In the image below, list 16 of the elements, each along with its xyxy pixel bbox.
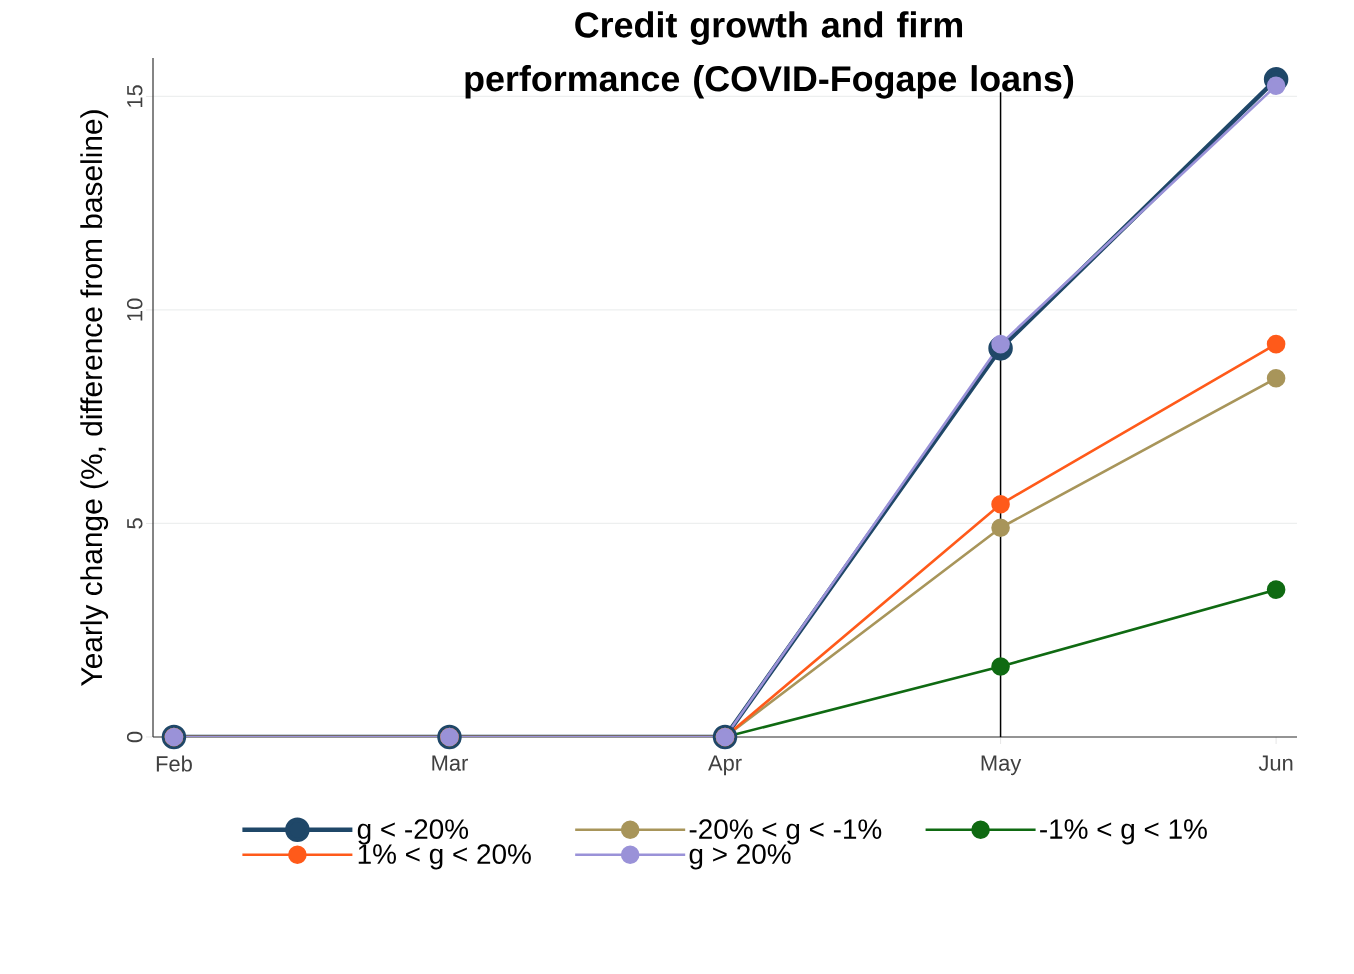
- legend-label: -20% < g < -1%: [689, 819, 882, 845]
- y-axis-title: Yearly change (%, difference from baseline): [80, 110, 109, 686]
- legend-label: g > 20%: [689, 844, 791, 870]
- x-tick-label: Mar: [432, 755, 468, 771]
- y-tick-label: 10: [126, 298, 143, 321]
- y-tick-label: 15: [127, 85, 143, 107]
- y-tick-label: 5: [127, 518, 143, 529]
- chart-title: Credit growth and firm performance (COVID-Fogape loans): [465, 11, 1074, 99]
- legend-label: -1% < g < 1%: [1040, 819, 1207, 845]
- x-tick-label: Jun: [1258, 755, 1293, 771]
- y-tick-label: 0: [126, 731, 143, 743]
- legend-label: 1% < g < 20%: [358, 844, 531, 870]
- legend-label: g < -20%: [357, 819, 469, 845]
- x-tick-label: Apr: [708, 755, 742, 776]
- x-tick-label: May: [981, 755, 1022, 776]
- x-tick-label: Feb: [156, 755, 192, 772]
